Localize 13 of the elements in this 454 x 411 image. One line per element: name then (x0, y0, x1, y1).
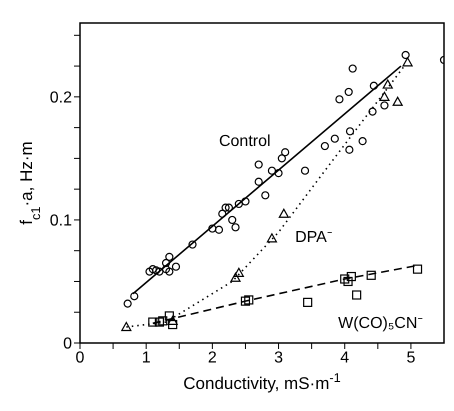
x-tick-label: 0 (76, 349, 85, 366)
series-label: Control (218, 133, 271, 150)
x-tick-label: 2 (208, 349, 217, 366)
series-label: DPA⁻ (295, 229, 332, 246)
series-label: W(CO)₅CN⁻ (338, 315, 422, 332)
x-tick-label: 5 (406, 349, 416, 366)
x-tick-label: 3 (274, 349, 284, 366)
x-axis-title: Conductivity, mS·m$^{-1}$ (183, 370, 341, 393)
x-tick-label: 1 (142, 349, 151, 366)
y-tick-label: 0.1 (50, 212, 72, 230)
y-tick-label: 0.2 (50, 90, 72, 107)
y-tick-label: 0 (63, 336, 72, 353)
x-tick-label: 4 (340, 349, 350, 366)
